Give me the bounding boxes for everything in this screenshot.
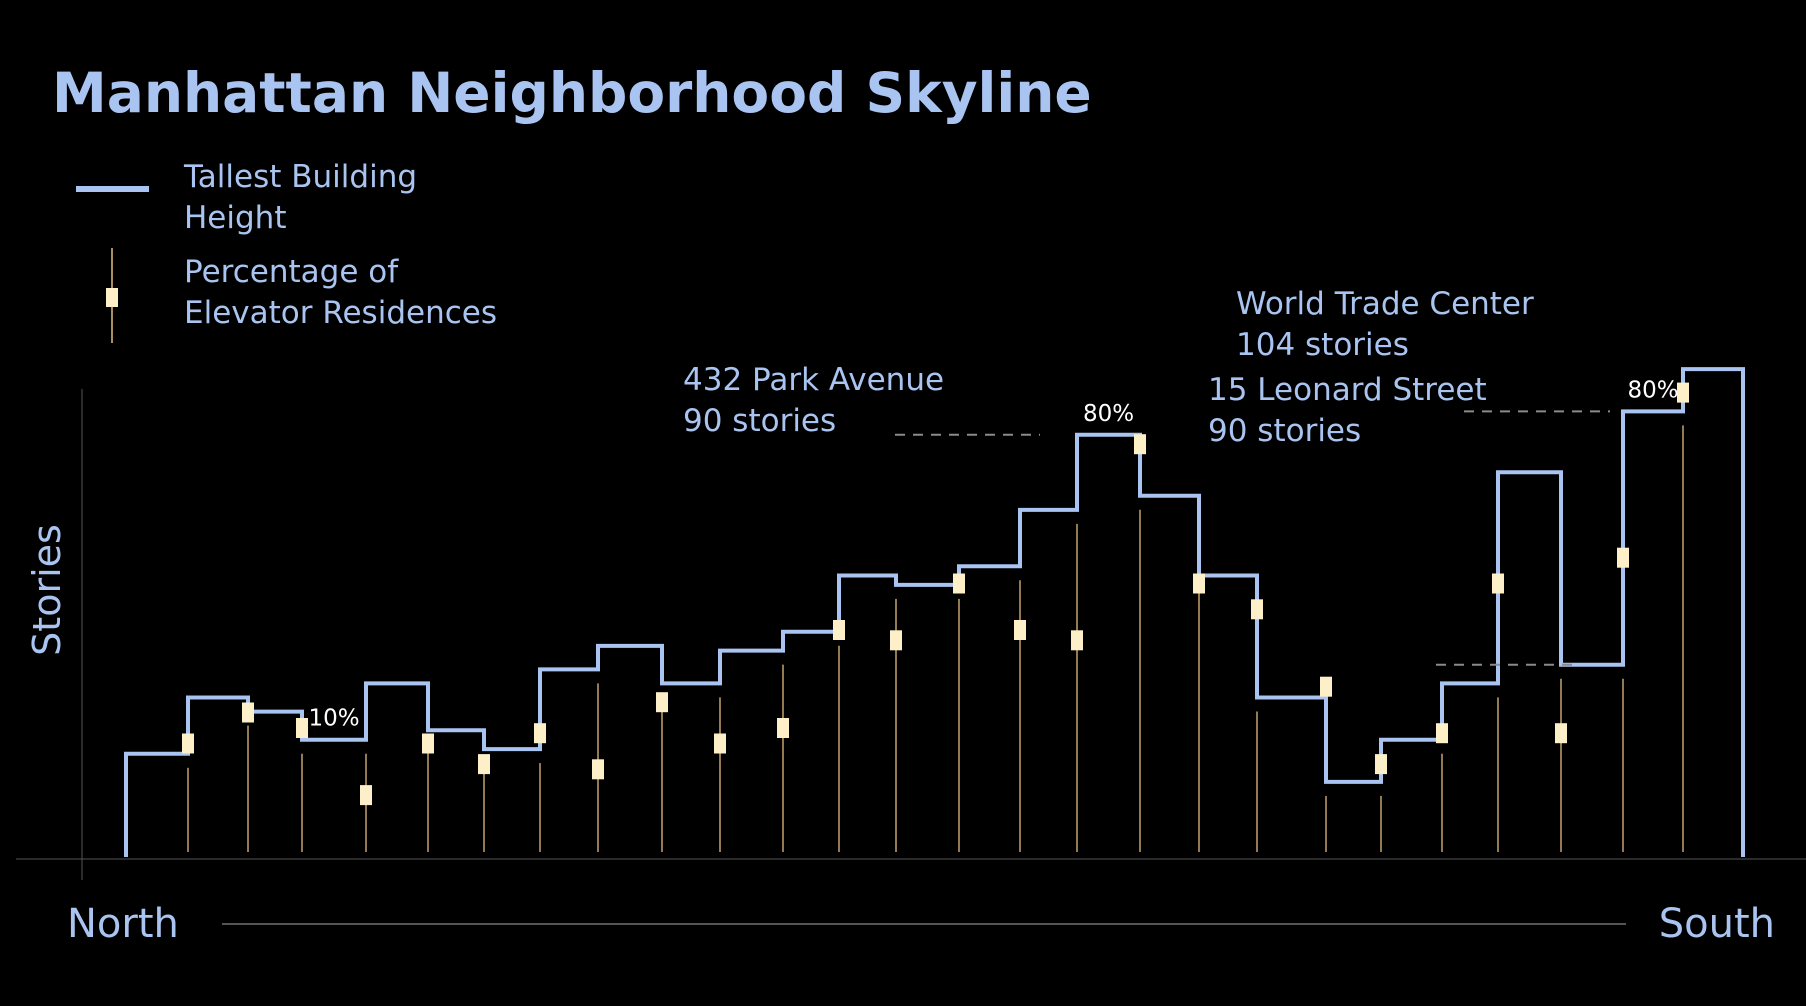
legend-marker-label-1: Percentage of — [184, 254, 399, 290]
pct-marker — [1677, 382, 1689, 403]
pct-marker — [478, 754, 490, 775]
pct-marker — [1014, 620, 1026, 640]
annotations: 10% 80% 80% 432 Park Avenue 90 stories 15 Leo… — [308, 286, 1678, 732]
pct-marker — [1193, 573, 1205, 594]
pct-marker — [1555, 723, 1567, 744]
south-label: South — [1659, 901, 1775, 947]
legend-line-label-2: Height — [184, 200, 286, 236]
pct-marker — [422, 733, 434, 754]
pct-marker — [833, 620, 845, 640]
annotation-name: 432 Park Avenue — [683, 362, 944, 398]
legend: Tallest Building Height Percentage of El… — [76, 159, 497, 343]
north-label: North — [67, 901, 179, 947]
legend-marker-swatch — [106, 288, 118, 307]
pct-marker — [242, 702, 254, 723]
y-axis-label: Stories — [25, 524, 69, 656]
pct-markers — [182, 382, 1689, 806]
skyline-layer — [124, 367, 1745, 857]
pct-marker — [1251, 599, 1263, 620]
annotation-stories: 104 stories — [1236, 327, 1409, 363]
annotation-name: World Trade Center — [1236, 286, 1534, 322]
pct-marker — [890, 630, 902, 651]
axes — [16, 389, 1806, 925]
pct-marker — [592, 759, 604, 780]
pct-marker — [1320, 676, 1332, 697]
pct-label: 80% — [1627, 377, 1678, 403]
pct-marker — [534, 723, 546, 744]
annotation-stories: 90 stories — [1208, 413, 1361, 449]
legend-line-label-1: Tallest Building — [183, 159, 417, 195]
pct-marker — [1617, 547, 1629, 568]
pct-marker — [1134, 434, 1146, 455]
pct-marker — [1492, 573, 1504, 594]
legend-marker-label-2: Elevator Residences — [184, 295, 497, 331]
pct-marker — [777, 718, 789, 738]
annotation-stories: 90 stories — [683, 403, 836, 439]
pct-label: 10% — [308, 706, 359, 732]
pct-marker — [1071, 630, 1083, 651]
pct-marker — [714, 733, 726, 754]
pct-marker — [360, 785, 372, 806]
pct-marker — [656, 692, 668, 713]
pct-marker — [1436, 723, 1448, 744]
pct-whiskers — [187, 425, 1684, 852]
pct-marker — [1375, 754, 1387, 775]
annotation-name: 15 Leonard Street — [1208, 372, 1487, 408]
pct-marker — [296, 718, 308, 738]
chart-title: Manhattan Neighborhood Skyline — [52, 61, 1092, 125]
pct-marker — [182, 733, 194, 754]
pct-label: 80% — [1083, 401, 1134, 427]
skyline-line — [124, 367, 1745, 857]
pct-marker — [953, 573, 965, 594]
